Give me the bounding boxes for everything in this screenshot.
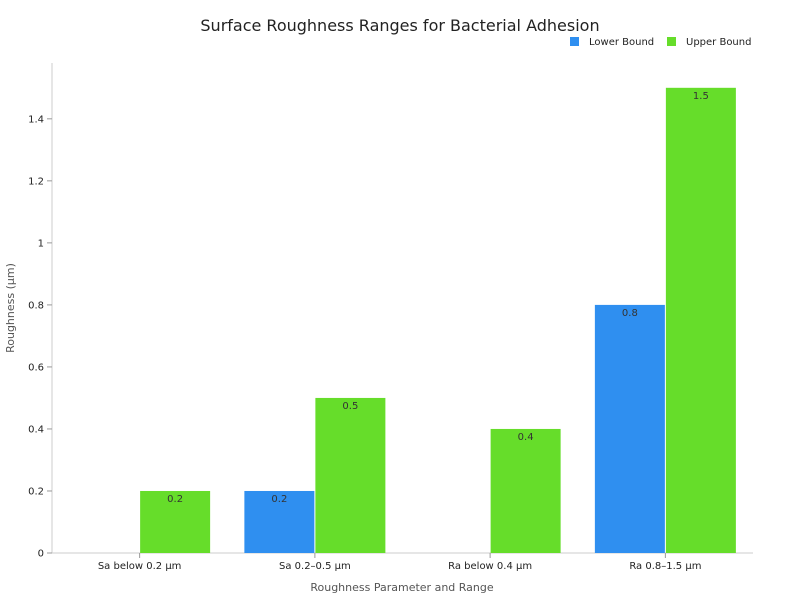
data-label: 0.5 <box>342 401 358 412</box>
y-tick-label: 0.2 <box>28 486 44 497</box>
bar-lower-bound <box>594 304 665 553</box>
x-axis-label: Roughness Parameter and Range <box>310 581 494 594</box>
y-axis-label: Roughness (µm) <box>4 263 17 353</box>
data-label: 0.4 <box>518 432 534 443</box>
y-tick-label: 1.2 <box>28 176 44 187</box>
legend-label: Upper Bound <box>686 37 751 48</box>
legend: Lower Bound Upper Bound <box>570 37 751 48</box>
bar-lower-bound <box>244 490 315 553</box>
bar-upper-bound <box>490 428 561 553</box>
y-tick-label: 0 <box>38 549 44 560</box>
y-tick-label: 0.6 <box>28 362 44 373</box>
bars <box>140 87 736 554</box>
data-label: 0.8 <box>622 308 638 319</box>
legend-label: Lower Bound <box>589 37 654 48</box>
x-axis: Sa below 0.2 µm Sa 0.2–0.5 µm Ra below 0.4… <box>52 552 753 572</box>
data-label: 0.2 <box>167 494 183 505</box>
x-tick-label: Sa 0.2–0.5 µm <box>279 561 351 572</box>
legend-swatch <box>570 37 579 46</box>
data-label: 0.2 <box>271 494 287 505</box>
legend-swatch <box>667 37 676 46</box>
y-tick-label: 1 <box>38 238 44 249</box>
x-tick-label: Sa below 0.2 µm <box>98 561 182 572</box>
data-labels: 0.2 0.2 0.5 0.4 0.8 1.5 <box>167 91 709 505</box>
bar-upper-bound <box>665 87 736 554</box>
chart-title: Surface Roughness Ranges for Bacterial A… <box>200 16 599 35</box>
x-tick-label: Ra below 0.4 µm <box>448 561 532 572</box>
bar-upper-bound <box>315 397 386 553</box>
y-tick-label: 1.4 <box>28 114 44 125</box>
x-tick-label: Ra 0.8–1.5 µm <box>629 561 701 572</box>
y-tick-label: 0.4 <box>28 424 44 435</box>
bar-upper-bound <box>140 490 211 553</box>
data-label: 1.5 <box>693 91 709 102</box>
y-tick-label: 0.8 <box>28 300 44 311</box>
y-axis: 0 0.2 0.4 0.6 0.8 1 1.2 1.4 <box>28 63 53 560</box>
